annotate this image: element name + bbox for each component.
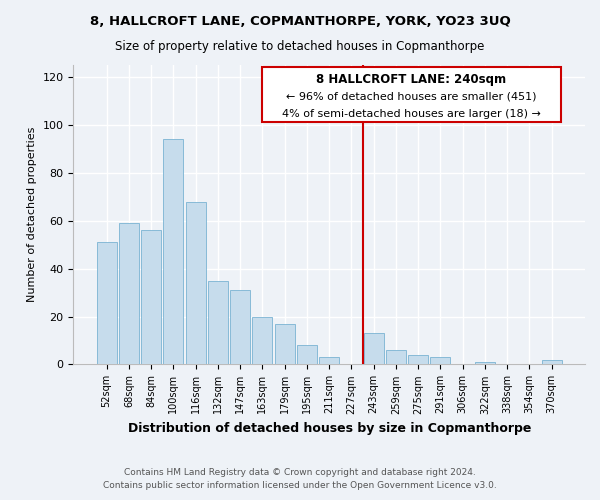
Bar: [275, 324, 295, 364]
FancyBboxPatch shape: [262, 68, 560, 122]
Y-axis label: Number of detached properties: Number of detached properties: [27, 127, 37, 302]
Text: Size of property relative to detached houses in Copmanthorpe: Size of property relative to detached ho…: [115, 40, 485, 53]
Bar: [119, 223, 139, 364]
Text: Contains HM Land Registry data © Crown copyright and database right 2024.
Contai: Contains HM Land Registry data © Crown c…: [103, 468, 497, 490]
Bar: [386, 350, 406, 364]
Bar: [253, 316, 272, 364]
Bar: [230, 290, 250, 364]
Bar: [408, 355, 428, 364]
Bar: [364, 334, 384, 364]
Bar: [163, 140, 184, 364]
Bar: [97, 242, 116, 364]
Text: 8 HALLCROFT LANE: 240sqm: 8 HALLCROFT LANE: 240sqm: [316, 74, 506, 86]
Text: 4% of semi-detached houses are larger (18) →: 4% of semi-detached houses are larger (1…: [282, 110, 541, 120]
Text: ← 96% of detached houses are smaller (451): ← 96% of detached houses are smaller (45…: [286, 92, 537, 102]
X-axis label: Distribution of detached houses by size in Copmanthorpe: Distribution of detached houses by size …: [128, 422, 531, 435]
Text: 8, HALLCROFT LANE, COPMANTHORPE, YORK, YO23 3UQ: 8, HALLCROFT LANE, COPMANTHORPE, YORK, Y…: [89, 15, 511, 28]
Bar: [185, 202, 206, 364]
Bar: [141, 230, 161, 364]
Bar: [475, 362, 495, 364]
Bar: [319, 358, 339, 364]
Bar: [430, 358, 451, 364]
Bar: [542, 360, 562, 364]
Bar: [297, 346, 317, 364]
Bar: [208, 280, 228, 364]
